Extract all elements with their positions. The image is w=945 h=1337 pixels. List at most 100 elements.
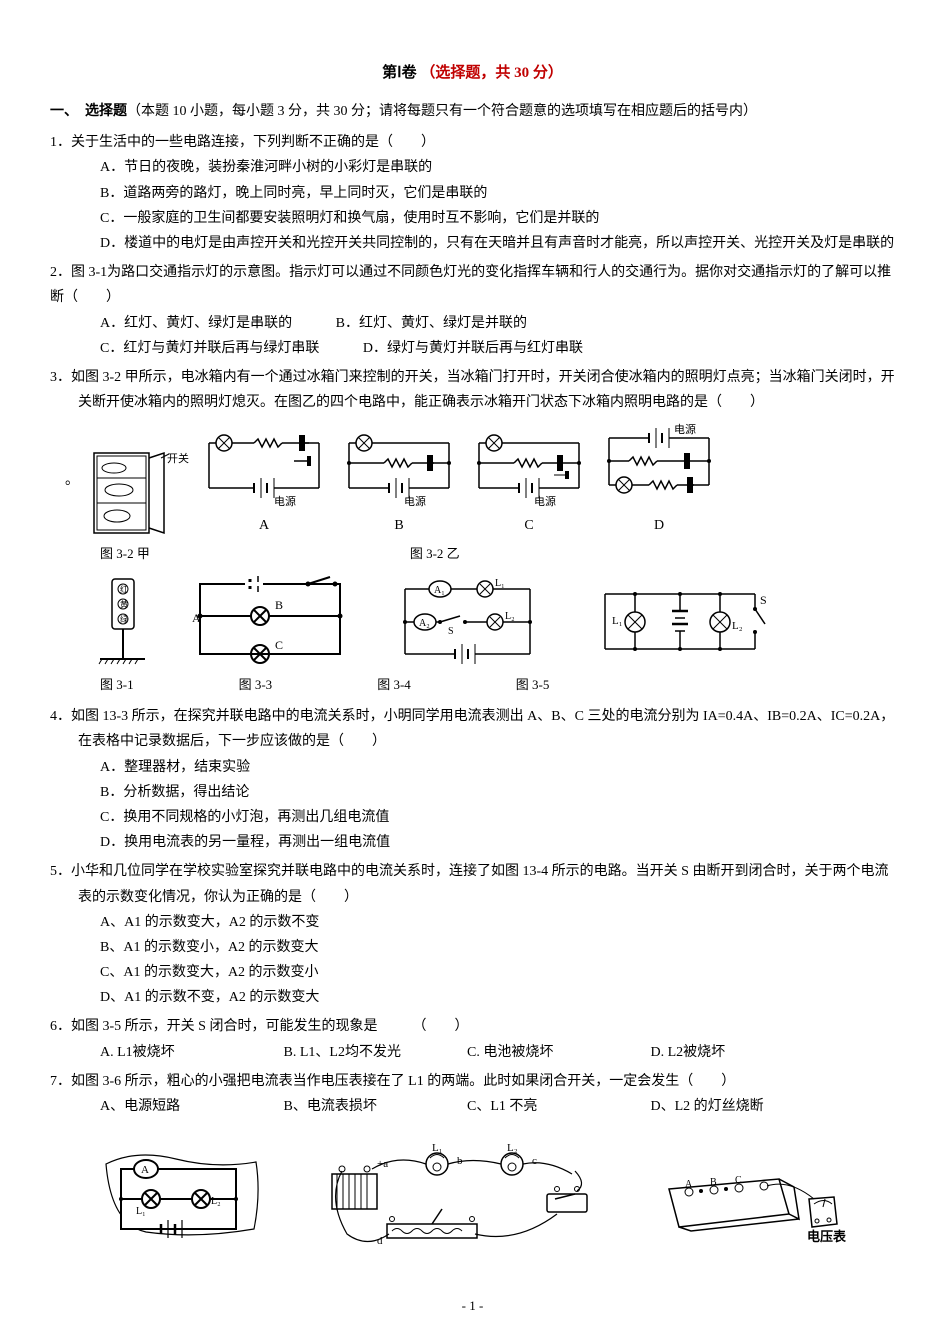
fig-c-label: C: [524, 513, 533, 538]
cap-3-3: 图 3-3: [239, 673, 273, 696]
svg-text:A: A: [685, 1179, 693, 1190]
svg-text:A₁: A₁: [434, 585, 445, 596]
q2-opt-a: A．红灯、黄灯、绿灯是串联的: [100, 311, 292, 336]
fig-caption-row-2: 图 3-1 图 3-3 图 3-4 图 3-5: [100, 673, 895, 696]
question-3: 3．如图 3-2 甲所示，电冰箱内有一个通过冰箱门来控制的开关，当冰箱门打开时，…: [50, 365, 895, 696]
svg-text:S: S: [448, 626, 454, 637]
svg-text:C: C: [275, 638, 283, 652]
q5-options: A、A1 的示数变大，A2 的示数不变 B、A1 的示数变小，A2 的示数变大 …: [50, 910, 895, 1011]
q2-options-row1: A．红灯、黄灯、绿灯是串联的 B．红灯、黄灯、绿灯是并联的: [50, 311, 895, 336]
question-2: 2．图 3-1为路口交通指示灯的示意图。指示灯可以通过不同颜色灯光的变化指挥车辆…: [50, 260, 895, 361]
q7-opt-d: D、L2 的灯丝烧断: [651, 1094, 771, 1119]
fig-3-5: L₁ L₂ S: [590, 574, 770, 669]
cap-3-1: 图 3-1: [100, 673, 134, 696]
q5-stem1: 5．小华和几位同学在学校实验室探究并联电路中的电流关系时，连接了如图 13-4 …: [50, 859, 895, 884]
svg-text:A: A: [192, 611, 201, 625]
bullet-icon: 。: [65, 468, 79, 493]
section-1-header: 一、 选择题（本题 10 小题，每小题 3 分，共 30 分；请将每题只有一个符…: [50, 99, 895, 124]
q4-stem1: 4．如图 13-3 所示，在探究并联电路中的电流关系时，小明同学用电流表测出 A…: [50, 704, 895, 729]
q1-opt-c: C．一般家庭的卫生间都要安装照明灯和换气扇，使用时互不影响，它们是并联的: [100, 206, 895, 231]
fig-fridge: 开关: [89, 448, 189, 538]
svg-text:d: d: [377, 1235, 383, 1247]
fig-circuit-b: 电源 B: [339, 423, 459, 538]
svg-text:电源: 电源: [274, 494, 296, 508]
q3-stem1: 3．如图 3-2 甲所示，电冰箱内有一个通过冰箱门来控制的开关，当冰箱门打开时，…: [50, 365, 895, 390]
q7-opt-b: B、电流表损坏: [284, 1094, 404, 1119]
fig-row-1: 。 开关: [65, 423, 895, 538]
q1-opt-a: A．节日的夜晚，装扮秦淮河畔小树的小彩灯是串联的: [100, 155, 895, 180]
part-label: 第Ⅰ卷: [382, 65, 416, 81]
fig-3-3: A B C: [190, 574, 350, 669]
svg-text:L₁: L₁: [136, 1206, 146, 1217]
cap-3-4: 图 3-4: [377, 673, 411, 696]
q1-opt-d: D．楼道中的电灯是由声控开关和光控开关共同控制的，只有在天暗并且有声音时才能亮，…: [100, 231, 895, 256]
q4-options: A．整理器材，结束实验 B．分析数据，得出结论 C．换用不同规格的小灯泡，再测出…: [50, 755, 895, 856]
question-5: 5．小华和几位同学在学校实验室探究并联电路中的电流关系时，连接了如图 13-4 …: [50, 859, 895, 1010]
q1-options: A．节日的夜晚，装扮秦淮河畔小树的小彩灯是串联的 B．道路两旁的路灯，晚上同时亮…: [50, 155, 895, 256]
svg-text:L₁: L₁: [612, 615, 623, 627]
fig-3-4: A₁ L₁ A₂ S L₂: [390, 574, 550, 669]
page-number: - 1 -: [462, 1294, 484, 1317]
q5-stem2: 表的示数变化情况，你认为正确的是（ ）: [50, 885, 895, 910]
q2-opt-c: C．红灯与黄灯并联后再与绿灯串联: [100, 336, 319, 361]
fig-voltmeter-box: A B C 电压表: [649, 1149, 849, 1249]
svg-text:L₂: L₂: [732, 620, 743, 632]
q6-opt-b: B. L1、L2均不发光: [284, 1040, 404, 1065]
q6-opt-d: D. L2被烧坏: [651, 1040, 771, 1065]
fig-d-label: D: [654, 513, 664, 538]
q4-stem2: 在表格中记录数据后，下一步应该做的是（ ）: [50, 729, 895, 754]
svg-text:A₂: A₂: [419, 618, 430, 629]
q7-options: A、电源短路 B、电流表损坏 C、L1 不亮 D、L2 的灯丝烧断: [50, 1094, 895, 1119]
section-title: 一、 选择题: [50, 104, 127, 119]
q2-options-row2: C．红灯与黄灯并联后再与绿灯串联 D．绿灯与黄灯并联后再与红灯串联: [50, 336, 895, 361]
svg-text:绿: 绿: [120, 615, 128, 624]
q6-opt-a: A. L1被烧坏: [100, 1040, 220, 1065]
q4-opt-c: C．换用不同规格的小灯泡，再测出几组电流值: [100, 805, 895, 830]
svg-text:B: B: [275, 598, 283, 612]
svg-text:L₂: L₂: [505, 611, 515, 622]
svg-text:c: c: [532, 1155, 537, 1167]
q1-opt-b: B．道路两旁的路灯，晚上同时亮，早上同时灭，它们是串联的: [100, 181, 895, 206]
cap-3-2-jia: 图 3-2 甲: [100, 542, 150, 565]
question-7: 7．如图 3-6 所示，粗心的小强把电流表当作电压表接在了 L1 的两端。此时如…: [50, 1069, 895, 1119]
fig-circuit-d: 电源 D: [599, 423, 719, 538]
q6-stem: 6．如图 3-5 所示，开关 S 闭合时，可能发生的现象是 （ ）: [50, 1014, 895, 1039]
svg-text:黄: 黄: [120, 599, 128, 609]
bottom-figures: A L₁ L₂ +a: [50, 1139, 895, 1259]
fig-circuit-c: 电源 C: [469, 423, 589, 538]
svg-text:电压表: 电压表: [807, 1229, 847, 1244]
q2-opt-d: D．绿灯与黄灯并联后再与红灯串联: [363, 336, 583, 361]
question-1: 1．关于生活中的一些电路连接，下列判断不正确的是（ ） A．节日的夜晚，装扮秦淮…: [50, 130, 895, 256]
section-note: （本题 10 小题，每小题 3 分，共 30 分；请将每题只有一个符合题意的选项…: [127, 104, 757, 119]
q7-stem: 7．如图 3-6 所示，粗心的小强把电流表当作电压表接在了 L1 的两端。此时如…: [50, 1069, 895, 1094]
svg-text:C: C: [735, 1175, 742, 1186]
svg-text:L₁: L₁: [432, 1142, 443, 1154]
q7-opt-c: C、L1 不亮: [467, 1094, 587, 1119]
q7-opt-a: A、电源短路: [100, 1094, 220, 1119]
part-subtitle: （选择题，共 30 分）: [420, 65, 563, 81]
question-6: 6．如图 3-5 所示，开关 S 闭合时，可能发生的现象是 （ ） A. L1被…: [50, 1014, 895, 1064]
cap-3-2-yi: 图 3-2 乙: [410, 542, 460, 565]
fig-apparatus: +a L₁ b L₂ c d: [317, 1139, 597, 1259]
q5-opt-a: A、A1 的示数变大，A2 的示数不变: [100, 910, 895, 935]
svg-text:电源: 电源: [534, 494, 556, 508]
fig-a-label: A: [259, 513, 269, 538]
fig-circuit-a: 电源 A: [199, 423, 329, 538]
cap-3-5: 图 3-5: [516, 673, 550, 696]
svg-text:电源: 电源: [674, 423, 696, 436]
svg-text:A: A: [141, 1164, 149, 1176]
fig-b-label: B: [394, 513, 403, 538]
svg-text:电源: 电源: [404, 494, 426, 508]
q5-opt-d: D、A1 的示数不变，A2 的示数变大: [100, 985, 895, 1010]
q3-stem2: 关断开使冰箱内的照明灯熄灭。在图乙的四个电路中，能正确表示冰箱开门状态下冰箱内照…: [50, 390, 895, 415]
switch-label: 开关: [167, 451, 189, 465]
q4-opt-a: A．整理器材，结束实验: [100, 755, 895, 780]
q2-stem: 2．图 3-1为路口交通指示灯的示意图。指示灯可以通过不同颜色灯光的变化指挥车辆…: [50, 260, 895, 310]
fig-3-6: A L₁ L₂: [96, 1144, 266, 1254]
svg-text:L₁: L₁: [495, 578, 505, 589]
svg-text:L₂: L₂: [211, 1196, 221, 1207]
q5-opt-b: B、A1 的示数变小，A2 的示数变大: [100, 935, 895, 960]
q1-stem: 1．关于生活中的一些电路连接，下列判断不正确的是（ ）: [50, 130, 895, 155]
fig-row-2: 红 黄 绿: [90, 574, 895, 669]
q4-opt-b: B．分析数据，得出结论: [100, 780, 895, 805]
